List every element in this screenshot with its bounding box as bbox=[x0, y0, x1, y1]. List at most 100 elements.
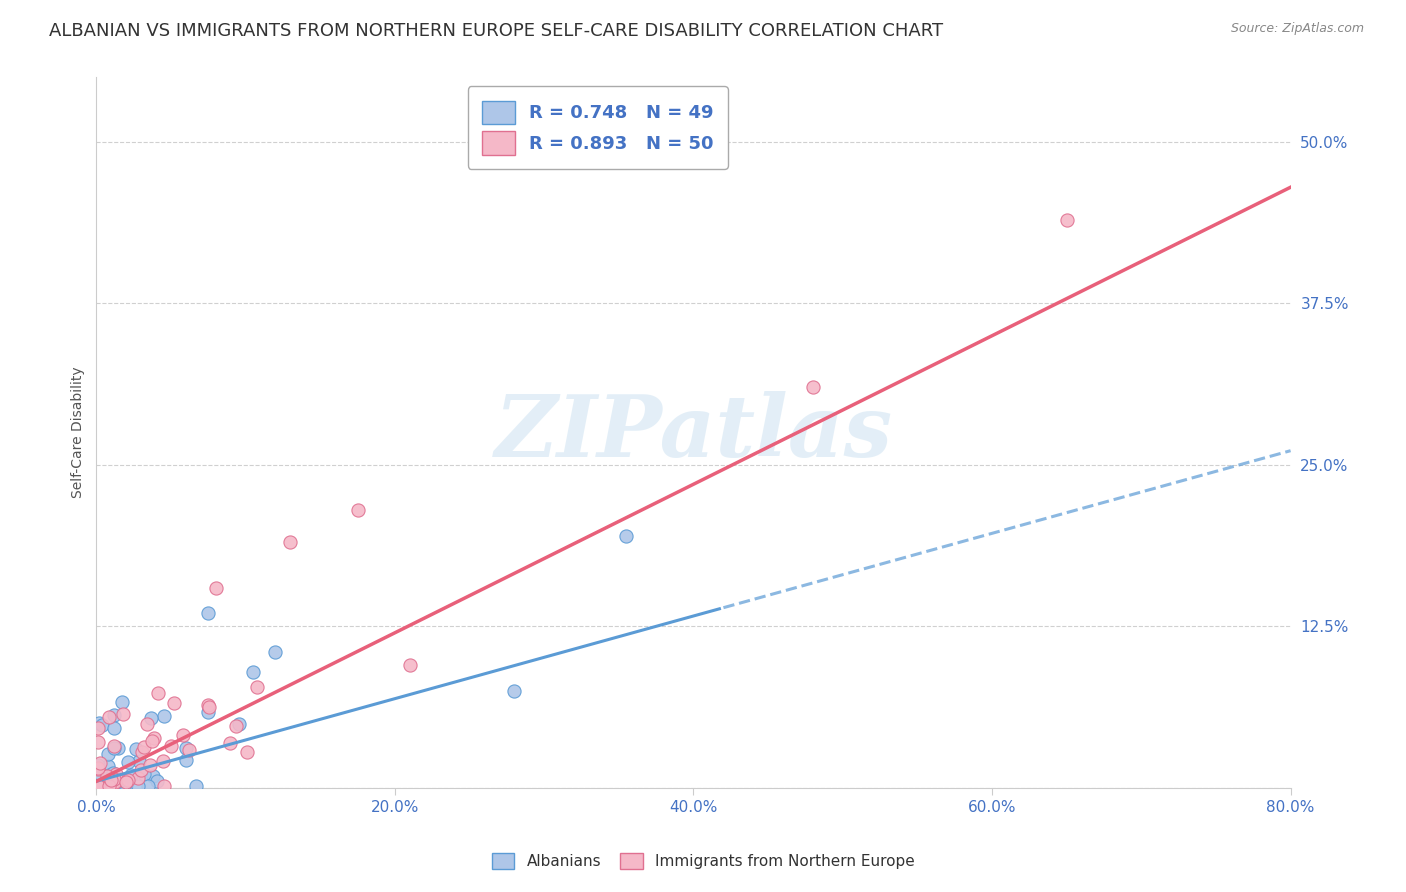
Point bbox=[103, 766, 125, 780]
Point bbox=[128, 754, 150, 768]
Point bbox=[87, 735, 110, 749]
Point bbox=[153, 709, 176, 723]
Point bbox=[125, 742, 148, 756]
Point bbox=[89, 756, 111, 771]
Point bbox=[142, 769, 165, 783]
Point bbox=[110, 780, 132, 794]
Text: Source: ZipAtlas.com: Source: ZipAtlas.com bbox=[1230, 22, 1364, 36]
Point bbox=[127, 780, 149, 794]
Point bbox=[134, 767, 156, 781]
Point bbox=[103, 739, 125, 754]
Point bbox=[103, 772, 125, 787]
Point bbox=[186, 780, 208, 794]
Point bbox=[197, 607, 219, 621]
Point bbox=[246, 680, 269, 694]
Point bbox=[108, 780, 131, 794]
Point bbox=[1056, 212, 1078, 227]
Point bbox=[398, 658, 420, 673]
Point bbox=[346, 503, 368, 517]
Point bbox=[90, 718, 112, 732]
Point bbox=[97, 776, 120, 790]
Point bbox=[174, 753, 197, 767]
Point bbox=[136, 780, 159, 794]
Point bbox=[97, 709, 120, 723]
Point bbox=[108, 774, 131, 789]
Point bbox=[107, 741, 129, 756]
Point bbox=[152, 780, 174, 794]
Point bbox=[107, 778, 129, 792]
Point bbox=[103, 721, 125, 735]
Point bbox=[111, 780, 134, 794]
Point bbox=[204, 581, 226, 595]
Point bbox=[112, 779, 135, 793]
Point bbox=[139, 711, 162, 725]
Point bbox=[97, 747, 120, 762]
Point bbox=[87, 780, 110, 794]
Point bbox=[117, 772, 139, 787]
Point bbox=[127, 771, 149, 785]
Point bbox=[96, 769, 118, 783]
Point bbox=[89, 780, 111, 794]
Y-axis label: Self-Care Disability: Self-Care Disability bbox=[72, 367, 86, 499]
Point bbox=[163, 696, 186, 710]
Point bbox=[103, 707, 125, 722]
Point bbox=[98, 767, 121, 781]
Point bbox=[89, 716, 111, 731]
Point bbox=[197, 700, 219, 714]
Point bbox=[100, 777, 122, 791]
Point bbox=[131, 745, 153, 759]
Point bbox=[218, 736, 240, 750]
Point bbox=[228, 716, 250, 731]
Point bbox=[94, 776, 117, 790]
Point bbox=[94, 780, 117, 794]
Point bbox=[98, 780, 121, 794]
Point bbox=[172, 728, 194, 742]
Legend: Albanians, Immigrants from Northern Europe: Albanians, Immigrants from Northern Euro… bbox=[485, 847, 921, 875]
Point bbox=[142, 731, 165, 746]
Point bbox=[114, 774, 136, 789]
Point bbox=[101, 780, 124, 794]
Point bbox=[97, 758, 120, 772]
Point bbox=[134, 740, 156, 755]
Point bbox=[503, 684, 526, 698]
Point bbox=[103, 740, 125, 755]
Point bbox=[87, 780, 110, 794]
Point bbox=[141, 733, 163, 747]
Point bbox=[89, 780, 111, 794]
Point bbox=[197, 705, 219, 719]
Legend: R = 0.748   N = 49, R = 0.893   N = 50: R = 0.748 N = 49, R = 0.893 N = 50 bbox=[468, 87, 728, 169]
Point bbox=[264, 645, 287, 659]
Point bbox=[146, 774, 169, 789]
Point bbox=[98, 777, 121, 791]
Point bbox=[104, 775, 127, 789]
Text: ALBANIAN VS IMMIGRANTS FROM NORTHERN EUROPE SELF-CARE DISABILITY CORRELATION CHA: ALBANIAN VS IMMIGRANTS FROM NORTHERN EUR… bbox=[49, 22, 943, 40]
Point bbox=[105, 772, 128, 787]
Point bbox=[115, 780, 138, 794]
Point bbox=[225, 718, 247, 732]
Point bbox=[101, 780, 124, 794]
Point bbox=[146, 686, 169, 700]
Point bbox=[110, 777, 132, 791]
Point bbox=[114, 780, 136, 794]
Point bbox=[177, 743, 200, 757]
Point bbox=[236, 745, 259, 759]
Point bbox=[152, 754, 174, 768]
Point bbox=[87, 757, 110, 772]
Point bbox=[138, 758, 160, 772]
Point bbox=[112, 707, 135, 722]
Point bbox=[136, 716, 159, 731]
Text: ZIPatlas: ZIPatlas bbox=[495, 391, 893, 475]
Point bbox=[120, 768, 142, 782]
Point bbox=[87, 762, 110, 776]
Point bbox=[87, 721, 110, 735]
Point bbox=[117, 755, 139, 769]
Point bbox=[801, 380, 824, 394]
Point bbox=[174, 741, 197, 756]
Point bbox=[197, 698, 219, 713]
Point bbox=[129, 763, 152, 777]
Point bbox=[87, 766, 110, 780]
Point bbox=[105, 766, 128, 780]
Point bbox=[87, 761, 110, 775]
Point bbox=[280, 535, 302, 549]
Point bbox=[111, 695, 134, 709]
